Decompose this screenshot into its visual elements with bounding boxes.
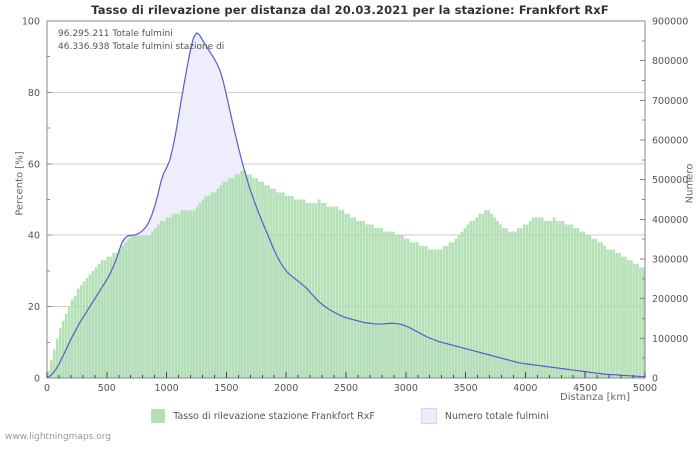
svg-text:40: 40 [28,231,40,242]
svg-text:800000: 800000 [652,56,688,67]
legend-label-total-strokes: Numero totale fulmini [444,410,549,422]
svg-text:3500: 3500 [454,383,478,394]
svg-text:20: 20 [28,302,40,313]
svg-text:60: 60 [28,159,40,170]
svg-text:0: 0 [34,374,40,385]
chart-title: Tasso di rilevazione per distanza dal 20… [91,3,609,17]
svg-text:700000: 700000 [652,96,688,107]
svg-text:1000: 1000 [155,383,179,394]
svg-text:2500: 2500 [334,383,358,394]
svg-text:500: 500 [98,383,116,394]
svg-text:5000: 5000 [633,383,657,394]
annotation-line-total: 96.295.211 Totale fulmini [58,29,173,39]
svg-text:1500: 1500 [214,383,238,394]
svg-text:300000: 300000 [652,255,688,266]
svg-text:2000: 2000 [274,383,298,394]
legend-swatch-total-strokes [420,408,437,424]
legend-item-detection-rate: Tasso di rilevazione stazione Frankfort … [151,409,375,423]
x-axis-label: Distanza [km] [560,392,630,403]
svg-text:4500: 4500 [573,383,597,394]
svg-text:80: 80 [28,88,40,99]
annotation-line-station: 46.336.938 Totale fulmini stazione di [58,41,225,52]
svg-text:500000: 500000 [652,175,688,186]
legend-item-total-strokes: Numero totale fulmini [420,408,549,424]
svg-text:900000: 900000 [652,17,688,28]
svg-text:3000: 3000 [394,383,418,394]
totals-annotation: 96.295.211 Totale fulmini 46.336.938 Tot… [58,28,224,53]
y-axis-right-label: Numero [684,163,696,204]
svg-text:200000: 200000 [652,294,688,305]
svg-text:400000: 400000 [652,215,688,226]
svg-text:100000: 100000 [652,334,688,345]
y-axis-left-label: Percento [%] [14,151,26,216]
svg-text:600000: 600000 [652,136,688,147]
svg-text:4000: 4000 [513,383,537,394]
svg-text:0: 0 [652,374,658,385]
legend-swatch-detection-rate [151,409,166,423]
site-watermark: www.lightningmaps.org [5,432,111,442]
svg-text:0: 0 [44,383,50,394]
legend-label-detection-rate: Tasso di rilevazione stazione Frankfort … [173,410,375,422]
svg-text:100: 100 [22,17,40,28]
chart-legend: Tasso di rilevazione stazione Frankfort … [0,408,700,424]
